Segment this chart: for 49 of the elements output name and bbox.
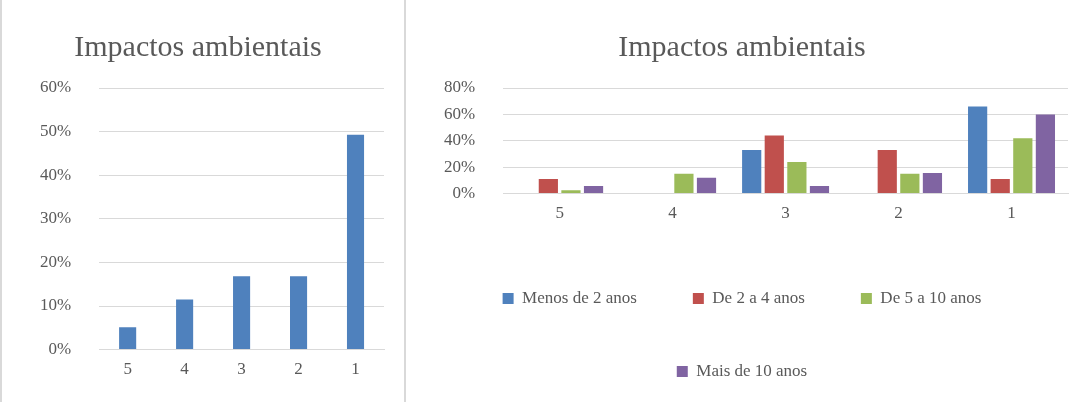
- y-tick-label: 0%: [452, 183, 476, 203]
- y-tick-label: 30%: [39, 208, 72, 228]
- x-tick-label: 2: [294, 359, 303, 379]
- bar: [900, 173, 920, 194]
- bar: [674, 173, 694, 194]
- y-tick-label: 60%: [39, 77, 72, 97]
- legend-label: Menos de 2 anos: [522, 287, 637, 307]
- bar: [233, 276, 251, 350]
- bar: [583, 186, 604, 194]
- y-tick-label: 20%: [39, 251, 72, 271]
- y-tick-label: 40%: [443, 130, 476, 150]
- bar: [538, 179, 558, 194]
- legend-label: De 2 a 4 anos: [712, 287, 805, 307]
- bar: [119, 327, 137, 350]
- legend-label: De 5 a 10 anos: [880, 287, 982, 307]
- y-tick-label: 80%: [443, 77, 476, 97]
- legend-label: Mais de 10 anos: [696, 360, 808, 380]
- x-tick-label: 1: [1007, 203, 1016, 223]
- bar: [968, 106, 988, 194]
- bar: [877, 150, 897, 194]
- x-tick-label: 4: [180, 359, 190, 379]
- y-tick-label: 60%: [443, 103, 476, 123]
- chart-title: Impactos ambientais: [74, 28, 322, 62]
- bar: [742, 150, 762, 194]
- bar: [764, 135, 784, 194]
- bar: [696, 177, 717, 194]
- bar: [990, 179, 1010, 194]
- chart-title: Impactos ambientais: [618, 28, 866, 62]
- bar: [1013, 138, 1033, 194]
- x-tick-label: 5: [123, 359, 132, 379]
- x-tick-label: 4: [668, 203, 678, 223]
- bar: [809, 186, 830, 194]
- y-tick-label: 0%: [48, 339, 72, 359]
- bar: [290, 276, 308, 350]
- x-tick-label: 1: [351, 359, 360, 379]
- x-tick-label: 5: [555, 203, 564, 223]
- x-tick-label: 3: [781, 203, 790, 223]
- x-tick-label: 3: [237, 359, 246, 379]
- bar: [787, 161, 807, 194]
- y-tick-label: 40%: [39, 164, 72, 184]
- y-tick-label: 20%: [443, 156, 476, 176]
- x-tick-label: 2: [894, 203, 903, 223]
- bar: [922, 173, 943, 194]
- bar: [1035, 114, 1056, 194]
- bar: [176, 299, 194, 350]
- bar: [561, 190, 581, 194]
- y-tick-label: 10%: [39, 295, 72, 315]
- y-tick-label: 50%: [39, 121, 72, 141]
- bar: [346, 134, 365, 350]
